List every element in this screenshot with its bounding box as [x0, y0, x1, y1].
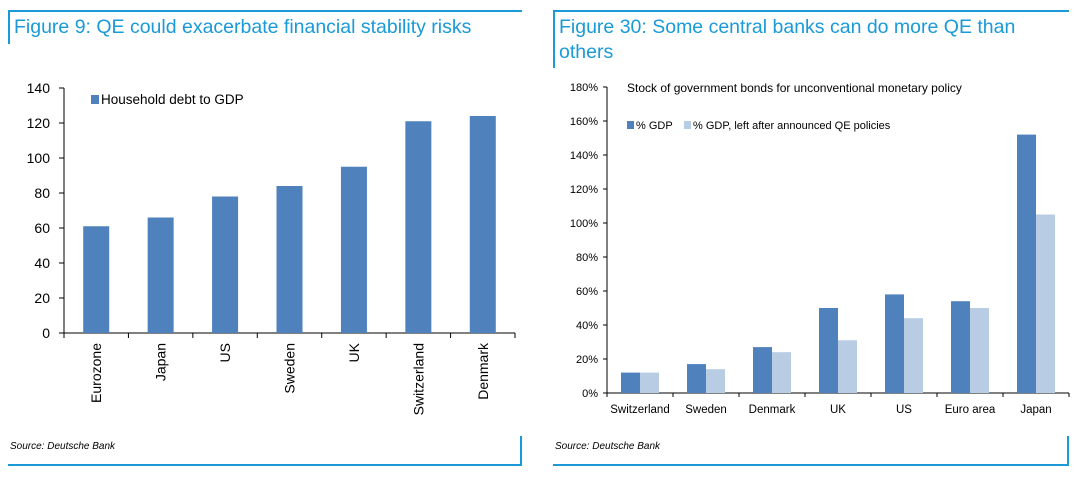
bar-gdp	[687, 364, 706, 393]
bar-gdp-left	[706, 369, 725, 393]
bar	[147, 217, 174, 333]
bar	[405, 121, 432, 333]
bar-gdp-left	[640, 372, 659, 393]
y-tick-label: 80	[34, 185, 50, 201]
figure-9-footer: Source: Deutsche Bank	[8, 436, 522, 466]
bar-gdp-left	[970, 308, 989, 393]
bar-gdp	[1017, 134, 1036, 393]
legend-swatch	[91, 95, 99, 104]
y-tick-label: 100%	[570, 218, 598, 230]
y-tick-label: 40%	[576, 320, 598, 332]
figure-30-title-bar: Figure 30: Some central banks can do mor…	[553, 10, 1069, 68]
y-tick-label: 0%	[582, 388, 598, 400]
qe-bond-stock-chart: Stock of government bonds for unconventi…	[570, 81, 1070, 416]
bar-gdp	[951, 301, 970, 393]
bar-gdp-left	[1036, 214, 1055, 393]
figure-30-source: Source: Deutsche Bank	[555, 441, 661, 452]
figure-30-title: Figure 30: Some central banks can do mor…	[559, 16, 1016, 63]
x-tick-label: Switzerland	[410, 343, 426, 415]
y-tick-label: 60	[34, 220, 50, 236]
bar	[276, 186, 303, 333]
x-tick-label: UK	[346, 342, 362, 362]
x-tick-label: Switzerland	[610, 404, 669, 416]
figure-9-title-bar: Figure 9: QE could exacerbate financial …	[8, 10, 522, 44]
y-tick-label: 140	[27, 80, 51, 96]
x-tick-label: Denmark	[475, 342, 491, 400]
y-tick-label: 80%	[576, 252, 598, 264]
y-tick-label: 20%	[576, 354, 598, 366]
figure-30-footer: Source: Deutsche Bank	[553, 436, 1069, 466]
bar	[212, 196, 239, 333]
x-tick-label: Sweden	[685, 404, 727, 416]
x-tick-label: Sweden	[282, 343, 298, 394]
y-tick-label: 120%	[570, 184, 598, 196]
bar	[83, 226, 110, 333]
x-tick-label: US	[217, 343, 233, 362]
y-tick-label: 120	[27, 115, 51, 131]
figure-9-title: Figure 9: QE could exacerbate financial …	[14, 16, 472, 38]
legend-swatch-gdp	[627, 121, 634, 129]
y-tick-label: 100	[27, 150, 51, 166]
legend-label-gdp-left: % GDP, left after announced QE policies	[693, 120, 891, 132]
legend-label-gdp: % GDP	[636, 120, 673, 132]
x-tick-label: Eurozone	[88, 343, 104, 403]
x-tick-label: Euro area	[945, 404, 996, 416]
figure-9-panel: Figure 9: QE could exacerbate financial …	[0, 0, 530, 478]
figure-30-panel: Figure 30: Some central banks can do mor…	[545, 0, 1077, 478]
bar	[340, 166, 367, 333]
x-tick-label: Japan	[153, 343, 169, 381]
chart-title: Stock of government bonds for unconventi…	[627, 81, 962, 95]
bar-gdp	[885, 294, 904, 393]
y-tick-label: 60%	[576, 286, 598, 298]
y-tick-label: 160%	[570, 116, 598, 128]
bar-gdp-left	[772, 352, 791, 393]
x-tick-label: US	[896, 404, 912, 416]
x-tick-label: UK	[830, 404, 846, 416]
household-debt-chart: 0 20 40 60 80 100 120 140 Eurozone Japan US Sweden U…	[27, 80, 516, 415]
bar-gdp-left	[904, 318, 923, 393]
legend-swatch-gdp-left	[684, 121, 691, 129]
y-tick-label: 20	[34, 290, 50, 306]
bar-gdp	[753, 347, 772, 393]
legend-label: Household debt to GDP	[101, 92, 244, 107]
bar-gdp-left	[838, 340, 857, 393]
bar	[469, 116, 496, 333]
x-tick-label: Denmark	[749, 404, 796, 416]
figure-9-source: Source: Deutsche Bank	[10, 441, 116, 452]
x-tick-label: Japan	[1020, 404, 1051, 416]
y-tick-label: 40	[34, 255, 50, 271]
bar-gdp	[621, 372, 640, 393]
y-tick-label: 140%	[570, 150, 598, 162]
y-tick-label: 0	[42, 325, 50, 341]
y-tick-label: 180%	[570, 82, 598, 94]
bar-gdp	[819, 308, 838, 393]
